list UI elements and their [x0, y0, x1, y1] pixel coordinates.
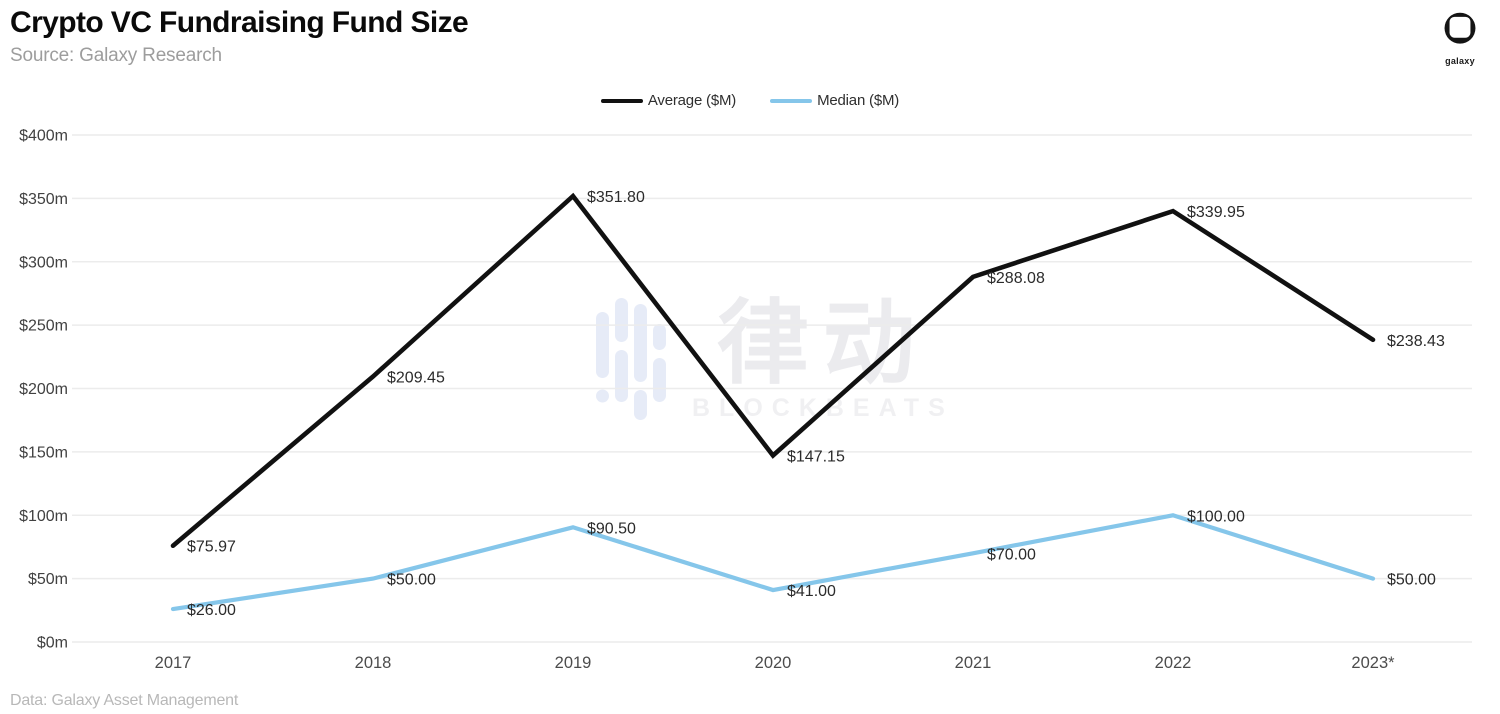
galaxy-logo: galaxy: [1436, 10, 1484, 66]
source-subtitle: Source: Galaxy Research: [10, 45, 222, 66]
legend-item-average: Average ($M): [600, 92, 737, 109]
y-tick-label: $100m: [19, 508, 68, 525]
average-line-swatch: [600, 98, 643, 103]
x-tick-label: 2019: [555, 654, 592, 672]
series-line-average: [170, 192, 1376, 549]
x-tick-label: 2020: [755, 654, 792, 672]
y-tick-label: $0m: [37, 635, 68, 652]
y-tick-label: $150m: [19, 444, 68, 461]
y-tick-label: $50m: [28, 571, 68, 588]
x-tick-label: 2023*: [1351, 654, 1395, 672]
data-point-label: $147.15: [787, 448, 845, 465]
data-point-label: $288.08: [987, 270, 1045, 287]
legend-label-average: Average ($M): [647, 92, 737, 109]
y-tick-label: $200m: [19, 381, 68, 398]
data-point-label: $339.95: [1187, 204, 1245, 221]
legend-label-median: Median ($M): [817, 92, 900, 109]
x-tick-label: 2018: [355, 654, 392, 672]
galaxy-logo-icon: [1440, 12, 1480, 51]
data-point-label: $50.00: [387, 572, 436, 589]
x-tick-label: 2021: [955, 654, 992, 672]
page-title: Crypto VC Fundraising Fund Size: [10, 6, 469, 39]
data-point-label: $100.00: [1187, 508, 1245, 525]
data-point-label: $238.43: [1387, 333, 1445, 350]
data-point-label: $90.50: [587, 520, 636, 537]
legend: Average ($M) Median ($M): [0, 92, 1500, 109]
data-point-label: $75.97: [187, 539, 236, 556]
legend-item-median: Median ($M): [770, 92, 899, 109]
series-line-median: [170, 513, 1376, 612]
x-tick-label: 2017: [155, 654, 192, 672]
data-credit: Data: Galaxy Asset Management: [10, 692, 239, 709]
data-point-label: $351.80: [587, 189, 645, 206]
y-tick-label: $250m: [19, 318, 68, 335]
data-point-label: $26.00: [187, 602, 236, 619]
y-tick-label: $300m: [19, 254, 68, 271]
data-point-label: $41.00: [787, 583, 836, 600]
header: Crypto VC Fundraising Fund Size Source: …: [10, 6, 469, 67]
x-tick-label: 2022: [1155, 654, 1192, 672]
y-tick-label: $400m: [19, 128, 68, 145]
data-point-label: $50.00: [1387, 572, 1436, 589]
y-tick-label: $350m: [19, 191, 68, 208]
data-point-label: $209.45: [387, 370, 445, 387]
galaxy-logo-text: galaxy: [1445, 56, 1475, 66]
data-point-label: $70.00: [987, 546, 1036, 563]
median-line-swatch: [770, 98, 813, 103]
